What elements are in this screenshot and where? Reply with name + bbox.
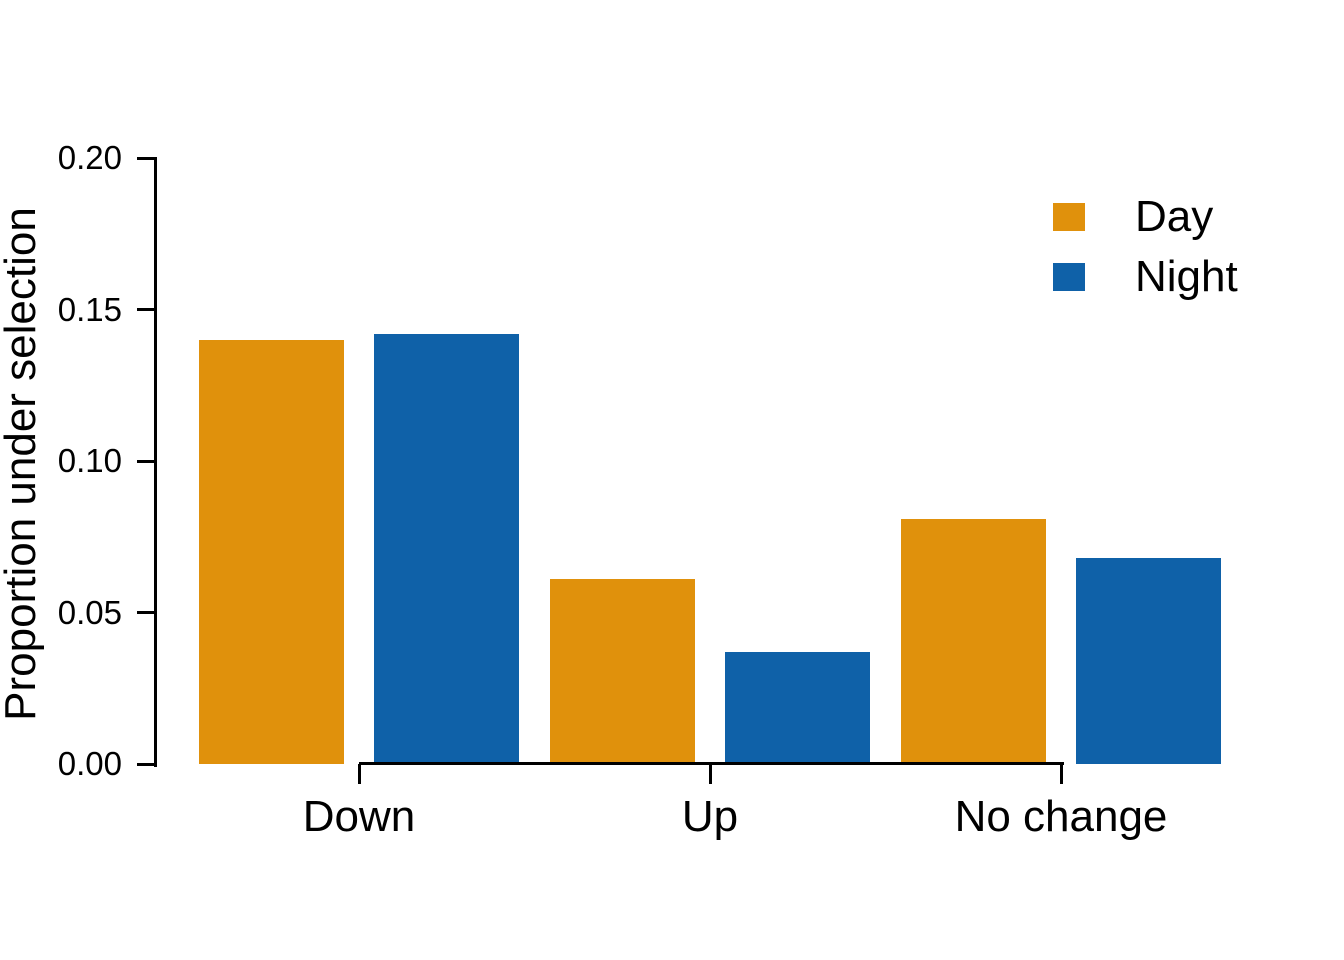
x-tick: [357, 764, 361, 784]
bar-day-up: [550, 579, 695, 764]
x-category-label-no-change: No change: [954, 792, 1168, 841]
bar-night-up: [725, 652, 870, 764]
y-tick: [137, 156, 157, 160]
legend-swatch-night: [1053, 263, 1085, 291]
y-tick-label: 0.20: [57, 139, 122, 176]
y-tick: [137, 611, 157, 614]
y-tick: [137, 762, 157, 766]
y-tick: [137, 308, 157, 311]
x-category-label-up: Up: [681, 792, 739, 841]
legend-row-night: Night: [1053, 247, 1238, 307]
y-tick: [137, 459, 157, 463]
bar-day-no-change: [901, 519, 1046, 764]
x-tick: [708, 764, 712, 784]
y-tick-label: 0.00: [57, 745, 122, 782]
y-tick-label: 0.05: [57, 593, 122, 631]
y-tick-label: 0.10: [57, 442, 122, 479]
bar-day-down: [199, 340, 344, 764]
x-axis-line: [359, 762, 1064, 765]
x-category-label-down: Down: [302, 792, 416, 841]
legend: Day Night: [1053, 187, 1238, 307]
bar-night-down: [374, 334, 519, 764]
x-tick: [1059, 764, 1063, 784]
legend-label-night: Night: [1135, 252, 1238, 301]
bar-night-no-change: [1076, 558, 1221, 764]
legend-label-day: Day: [1135, 192, 1214, 241]
legend-swatch-day: [1053, 203, 1085, 231]
legend-row-day: Day: [1053, 187, 1238, 247]
y-tick-label: 0.15: [57, 290, 122, 328]
